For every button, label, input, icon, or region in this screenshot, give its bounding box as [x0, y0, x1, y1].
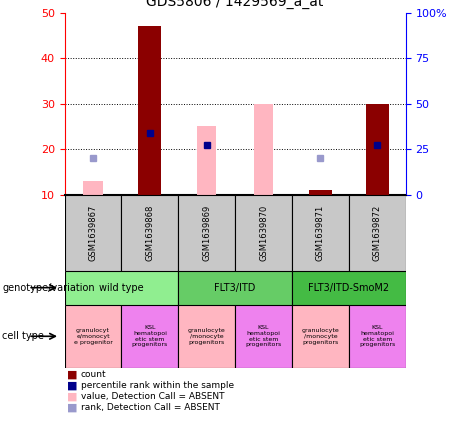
Bar — [254, 104, 273, 195]
Bar — [178, 305, 235, 368]
Title: GDS5806 / 1429569_a_at: GDS5806 / 1429569_a_at — [147, 0, 324, 9]
Text: KSL
hematopoi
etic stem
progenitors: KSL hematopoi etic stem progenitors — [245, 325, 282, 347]
Bar — [178, 271, 292, 305]
Text: granulocyt
e/monocyt
e progenitor: granulocyt e/monocyt e progenitor — [74, 328, 112, 345]
Bar — [292, 271, 406, 305]
Text: ■: ■ — [67, 402, 77, 412]
Bar — [292, 195, 349, 271]
Text: count: count — [81, 370, 106, 379]
Text: KSL
hematopoi
etic stem
progenitors: KSL hematopoi etic stem progenitors — [132, 325, 168, 347]
Text: FLT3/ITD-SmoM2: FLT3/ITD-SmoM2 — [308, 283, 390, 293]
Text: GSM1639871: GSM1639871 — [316, 205, 325, 261]
Text: value, Detection Call = ABSENT: value, Detection Call = ABSENT — [81, 392, 224, 401]
Text: GSM1639870: GSM1639870 — [259, 205, 268, 261]
Bar — [366, 104, 389, 195]
Text: ■: ■ — [67, 380, 77, 390]
Text: GSM1639872: GSM1639872 — [373, 205, 382, 261]
Text: granulocyte
/monocyte
progenitors: granulocyte /monocyte progenitors — [188, 328, 225, 345]
Bar — [349, 195, 406, 271]
Bar — [121, 195, 178, 271]
Bar — [235, 195, 292, 271]
Text: FLT3/ITD: FLT3/ITD — [214, 283, 256, 293]
Bar — [138, 26, 161, 195]
Text: genotype/variation: genotype/variation — [2, 283, 95, 293]
Bar — [65, 195, 121, 271]
Text: ■: ■ — [67, 369, 77, 379]
Text: ■: ■ — [67, 391, 77, 401]
Text: KSL
hematopoi
etic stem
progenitors: KSL hematopoi etic stem progenitors — [359, 325, 396, 347]
Text: cell type: cell type — [2, 331, 44, 341]
Bar — [309, 190, 332, 195]
Bar — [292, 305, 349, 368]
Text: GSM1639867: GSM1639867 — [89, 204, 97, 261]
Text: GSM1639869: GSM1639869 — [202, 205, 211, 261]
Bar — [349, 305, 406, 368]
Bar — [121, 305, 178, 368]
Bar — [235, 305, 292, 368]
Bar — [197, 126, 216, 195]
Bar — [65, 305, 121, 368]
Text: percentile rank within the sample: percentile rank within the sample — [81, 381, 234, 390]
Text: rank, Detection Call = ABSENT: rank, Detection Call = ABSENT — [81, 403, 219, 412]
Text: granulocyte
/monocyte
progenitors: granulocyte /monocyte progenitors — [301, 328, 339, 345]
Text: wild type: wild type — [99, 283, 144, 293]
Bar — [65, 271, 178, 305]
Bar — [83, 181, 103, 195]
Text: GSM1639868: GSM1639868 — [145, 204, 154, 261]
Bar — [178, 195, 235, 271]
